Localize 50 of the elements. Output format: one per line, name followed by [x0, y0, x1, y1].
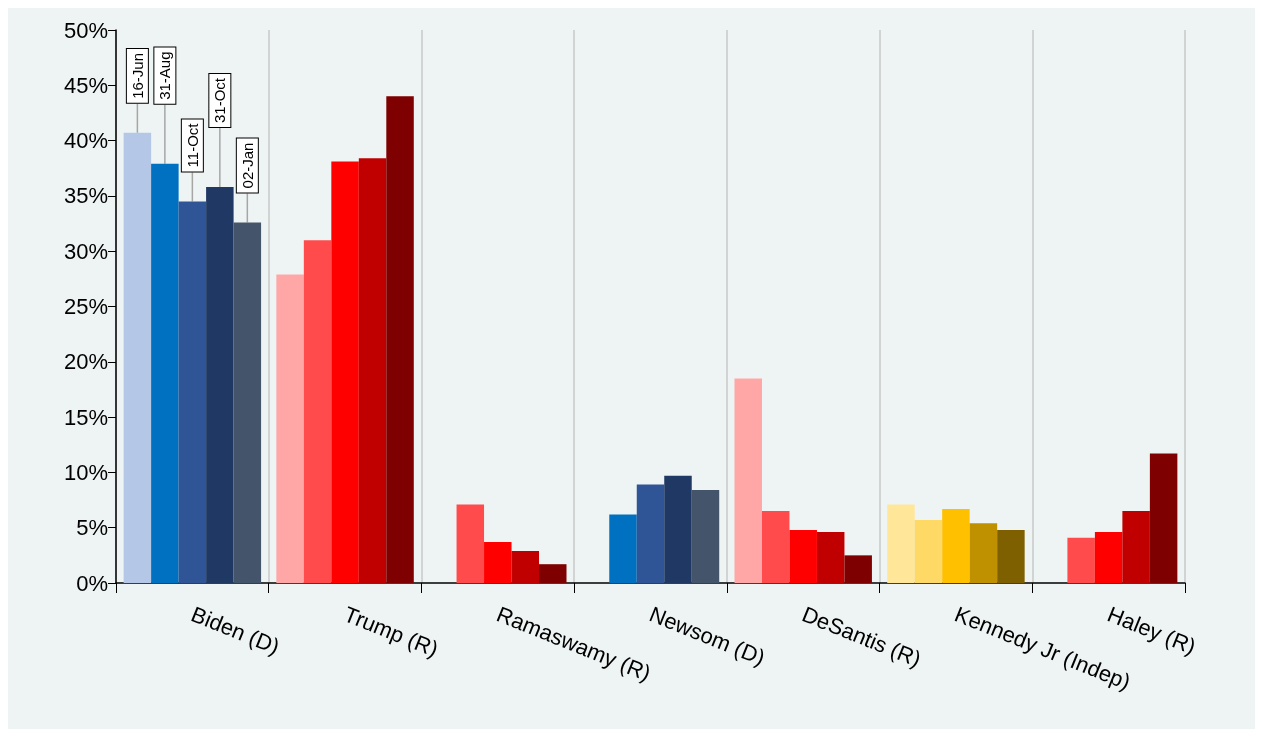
- bar: [1094, 532, 1123, 583]
- y-tick-label: 40%: [63, 128, 108, 154]
- bar: [761, 511, 790, 583]
- x-tick-label: Haley (R): [1103, 601, 1200, 660]
- bar: [511, 550, 540, 583]
- y-tick-label: 25%: [63, 294, 108, 319]
- bar: [636, 484, 665, 583]
- bar: [1067, 537, 1095, 583]
- x-tick-label: Biden (D): [187, 601, 284, 660]
- bar: [914, 519, 943, 583]
- bar: [1149, 453, 1178, 583]
- bar: [123, 132, 152, 583]
- bar: [969, 523, 998, 583]
- bar: [997, 529, 1025, 583]
- bar: [303, 240, 332, 583]
- bar: [789, 529, 817, 583]
- bar: [233, 222, 262, 583]
- bar: [609, 514, 637, 583]
- text: 31-Aug: [156, 51, 174, 100]
- text: 02-Jan: [238, 142, 256, 189]
- bar: [456, 504, 485, 583]
- bar: [178, 201, 207, 583]
- text: 16-Jun: [128, 52, 146, 99]
- y-tick-label: 20%: [63, 349, 108, 375]
- y-tick-label: 0%: [76, 570, 108, 596]
- y-tick-label: 5%: [76, 515, 108, 541]
- bar: [691, 490, 720, 583]
- bar: [942, 508, 970, 583]
- text: 31-Oct: [211, 77, 229, 124]
- y-tick-label: 50%: [63, 17, 108, 43]
- y-tick-label: 15%: [63, 404, 108, 430]
- y-tick-label: 30%: [63, 238, 108, 264]
- text: 11-Oct: [183, 122, 201, 168]
- bar: [539, 564, 567, 583]
- bar: [1122, 511, 1150, 583]
- bar: [844, 555, 872, 583]
- bar: [734, 378, 762, 583]
- bar: [887, 504, 915, 583]
- y-tick-label: 35%: [63, 183, 108, 209]
- bar: [151, 163, 179, 583]
- bar: [206, 187, 234, 583]
- bar: [276, 274, 304, 583]
- bar: [664, 475, 692, 583]
- y-tick-label: 45%: [63, 72, 108, 98]
- bar: [386, 96, 414, 583]
- bar: [331, 161, 359, 583]
- bar: [816, 532, 845, 583]
- bar: [358, 158, 387, 583]
- y-tick-label: 10%: [63, 459, 108, 485]
- bar: [484, 542, 512, 583]
